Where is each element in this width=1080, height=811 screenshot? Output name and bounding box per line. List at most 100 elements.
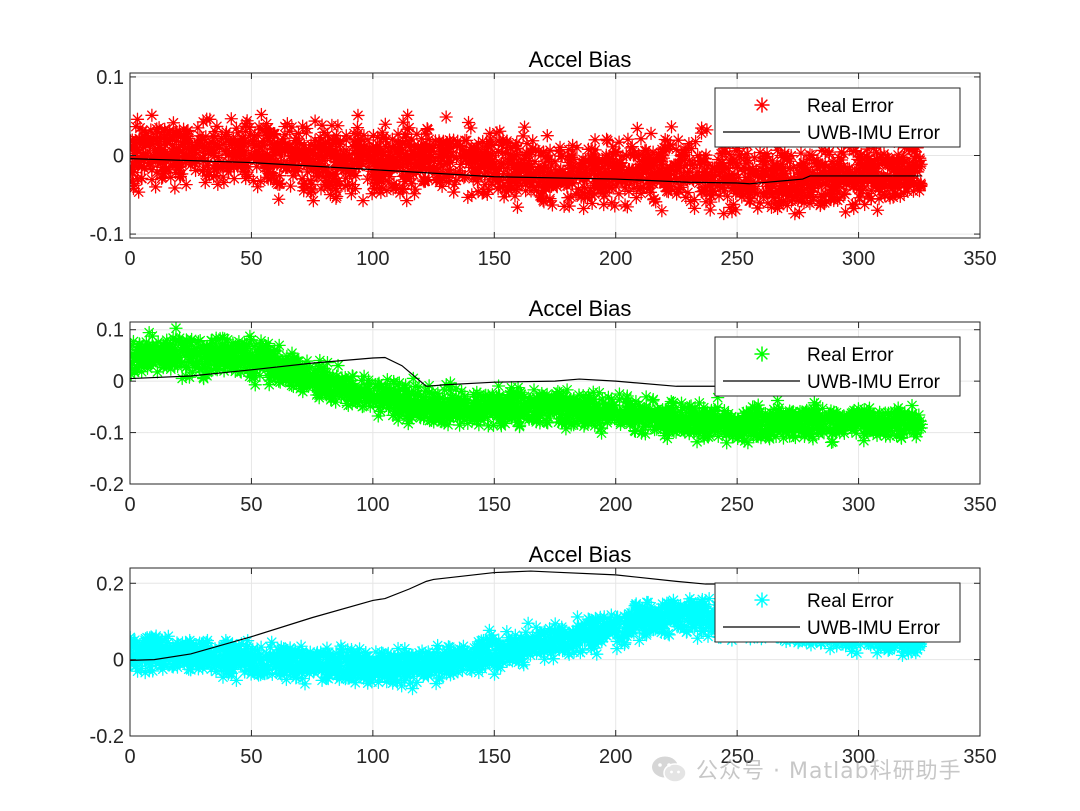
data-point	[283, 179, 298, 193]
data-point	[864, 174, 878, 188]
data-point	[331, 154, 346, 168]
data-point	[816, 421, 831, 435]
data-point	[251, 180, 265, 194]
data-point	[679, 190, 693, 204]
data-point	[570, 394, 585, 409]
data-point	[527, 174, 541, 188]
data-point	[703, 203, 717, 217]
x-tick-label: 150	[478, 248, 511, 270]
data-point	[533, 416, 547, 430]
data-point	[491, 379, 506, 393]
data-point	[526, 134, 540, 148]
data-point	[531, 144, 546, 158]
data-point	[571, 182, 586, 196]
data-point	[363, 390, 377, 405]
data-point	[872, 191, 886, 206]
data-point	[217, 175, 231, 190]
data-point	[285, 144, 299, 158]
data-point	[561, 191, 575, 205]
data-point	[770, 393, 785, 408]
data-point	[371, 409, 385, 423]
data-point	[439, 407, 453, 422]
data-point	[217, 364, 231, 378]
data-point	[854, 186, 868, 200]
data-point	[410, 404, 424, 419]
data-point	[458, 399, 472, 413]
data-point	[570, 141, 584, 155]
data-point	[601, 178, 616, 192]
data-point	[320, 128, 335, 142]
data-point	[902, 418, 916, 433]
data-point	[803, 414, 817, 428]
data-point	[399, 384, 413, 399]
data-point	[764, 406, 778, 420]
data-point	[188, 156, 202, 170]
data-point	[671, 133, 685, 147]
data-point	[784, 182, 798, 197]
data-point	[203, 112, 217, 126]
x-tick-label: 50	[240, 248, 262, 270]
data-point	[453, 139, 468, 153]
data-point	[720, 408, 735, 423]
data-point	[701, 430, 715, 444]
data-point	[338, 162, 352, 177]
data-point	[432, 134, 446, 148]
data-point	[652, 147, 666, 161]
data-point	[711, 391, 725, 405]
data-point	[296, 384, 310, 399]
data-point	[713, 414, 727, 428]
data-point	[422, 386, 436, 400]
x-tick-label: 200	[599, 494, 632, 516]
data-point	[324, 168, 338, 183]
data-point	[511, 380, 525, 395]
data-point	[221, 165, 236, 179]
data-point	[457, 147, 471, 161]
data-point	[178, 348, 192, 363]
data-point	[400, 134, 414, 148]
data-point	[577, 407, 591, 421]
data-point	[731, 170, 746, 184]
data-point	[725, 205, 739, 219]
data-point	[647, 167, 662, 181]
data-point	[499, 136, 514, 151]
data-point	[423, 139, 437, 153]
data-point	[457, 412, 471, 426]
data-point	[451, 134, 465, 148]
data-point	[397, 403, 411, 417]
data-point	[848, 197, 862, 211]
data-point	[219, 125, 234, 139]
data-point	[148, 180, 163, 194]
data-point	[304, 174, 318, 188]
data-point	[510, 415, 524, 429]
data-point	[707, 162, 721, 176]
data-point	[378, 117, 392, 131]
data-point	[623, 397, 637, 411]
data-point	[519, 162, 533, 177]
data-point	[465, 153, 480, 168]
data-point	[676, 169, 691, 184]
data-point	[620, 389, 634, 403]
data-point	[131, 343, 145, 357]
data-point	[525, 160, 539, 174]
data-point	[455, 143, 470, 157]
data-point	[726, 197, 740, 212]
data-point	[161, 354, 175, 368]
data-point	[162, 344, 176, 358]
data-point	[500, 161, 515, 175]
data-point	[586, 385, 600, 399]
data-point	[588, 419, 602, 433]
data-point	[661, 185, 676, 199]
data-point	[491, 144, 505, 159]
data-point	[421, 123, 435, 137]
data-point	[442, 162, 457, 177]
data-point	[579, 171, 593, 185]
data-point	[175, 355, 189, 370]
data-point	[856, 179, 870, 193]
data-point	[833, 426, 847, 440]
data-point	[889, 165, 904, 179]
data-point	[422, 162, 436, 176]
data-point	[909, 161, 923, 176]
data-point	[607, 398, 621, 413]
data-point	[285, 346, 299, 360]
data-point	[267, 345, 281, 359]
